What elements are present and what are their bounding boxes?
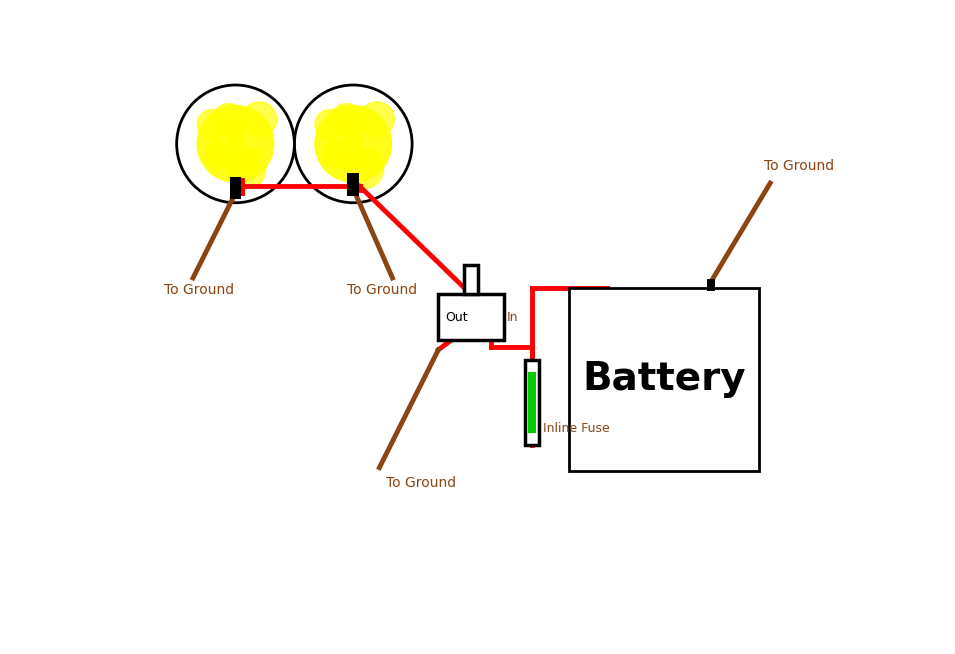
Circle shape (349, 152, 368, 172)
Circle shape (330, 103, 363, 137)
Text: In: In (507, 311, 519, 324)
Circle shape (197, 110, 227, 139)
Circle shape (242, 102, 277, 137)
Text: To Ground: To Ground (347, 283, 416, 298)
Text: Out: Out (445, 311, 467, 324)
Circle shape (223, 118, 244, 139)
Bar (438, 294, 503, 340)
Circle shape (315, 110, 345, 139)
Circle shape (217, 140, 247, 170)
Bar (528, 373, 535, 432)
Bar (524, 360, 539, 445)
Bar (569, 288, 758, 471)
Bar (464, 265, 478, 294)
Circle shape (204, 143, 228, 167)
Circle shape (341, 118, 361, 139)
Text: To Ground: To Ground (163, 283, 234, 298)
Circle shape (360, 102, 394, 137)
Text: Inline Fuse: Inline Fuse (542, 422, 609, 435)
Circle shape (350, 153, 368, 170)
Circle shape (361, 149, 381, 169)
Circle shape (233, 153, 250, 170)
Circle shape (231, 152, 250, 172)
Bar (708, 279, 715, 291)
Text: Battery: Battery (583, 360, 746, 398)
Text: To Ground: To Ground (764, 159, 834, 173)
Circle shape (204, 140, 233, 168)
Circle shape (228, 131, 244, 147)
Circle shape (198, 105, 274, 182)
Text: To Ground: To Ground (386, 476, 456, 490)
Circle shape (345, 150, 384, 188)
Circle shape (227, 150, 265, 188)
Circle shape (244, 149, 264, 169)
Circle shape (315, 105, 392, 182)
Bar (348, 173, 359, 196)
Circle shape (334, 140, 365, 170)
Circle shape (322, 143, 347, 167)
Circle shape (346, 131, 362, 147)
Circle shape (323, 140, 350, 168)
Bar (229, 177, 242, 199)
Circle shape (212, 103, 245, 137)
